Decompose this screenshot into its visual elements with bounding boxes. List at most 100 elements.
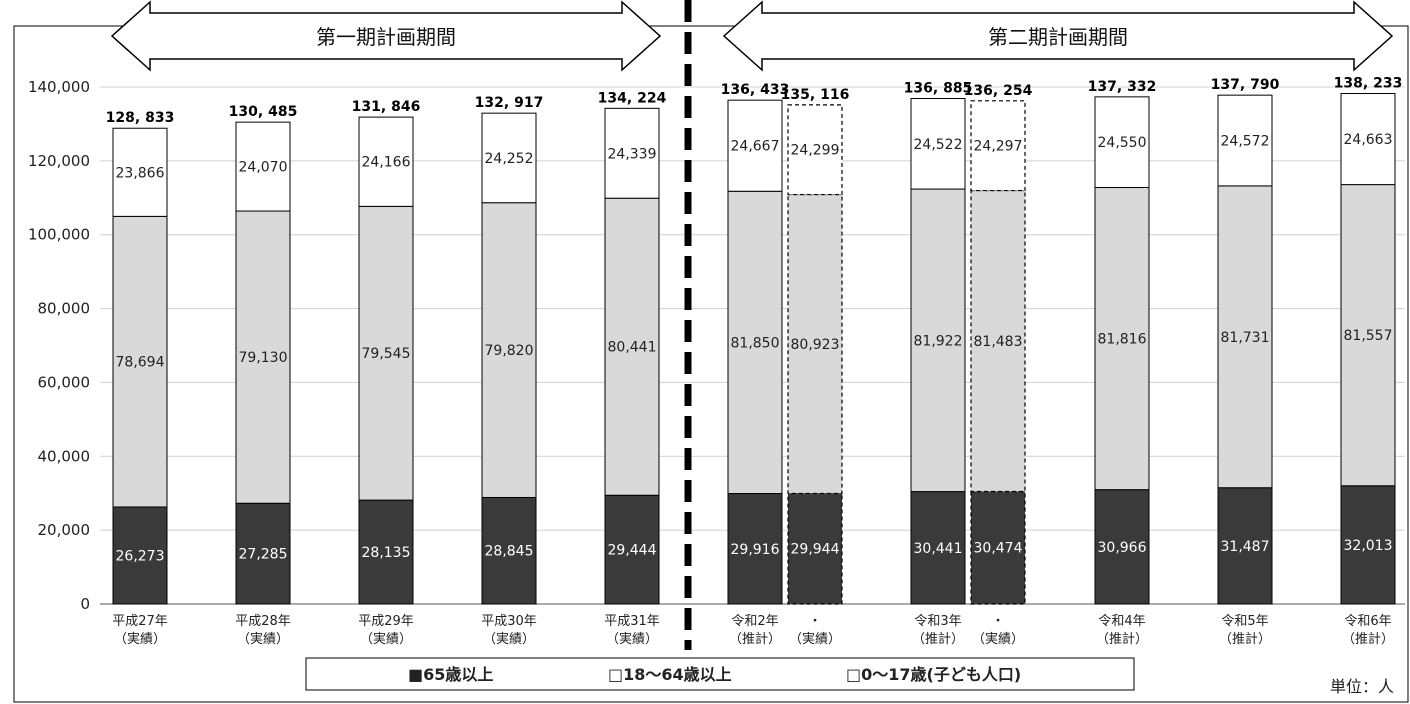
segment-0-17 — [235, 121, 291, 212]
segment-label-65plus: 26,273 — [116, 548, 165, 564]
segment-label-65plus: 28,845 — [485, 544, 534, 560]
y-axis: 0 20,000 40,000 60,000 80,000 100,000 120,000 1… — [28, 78, 90, 613]
bar-group: 29,444 80,441 24,339 134, 224 — [598, 90, 667, 605]
legend-box — [305, 657, 1135, 691]
bar-group: 29,944 80,923 24,299 135, 116 — [781, 87, 850, 605]
period-2-label: 第二期計画期間 — [988, 25, 1128, 49]
category-label-line2: （推計） — [1219, 631, 1271, 647]
y-tick-label: 100,000 — [28, 226, 90, 244]
segment-label-65plus: 29,944 — [791, 542, 840, 558]
period-1-label: 第一期計画期間 — [316, 25, 456, 49]
segment-18-64 — [1217, 185, 1273, 489]
total-label: 136, 433 — [721, 82, 790, 98]
segment-label-18-64: 81,483 — [974, 334, 1023, 350]
bar-group: 28,845 79,820 24,252 132, 917 — [475, 95, 543, 605]
y-tick-label: 40,000 — [38, 447, 91, 465]
segment-65plus — [481, 496, 537, 605]
y-tick-label: 120,000 — [28, 152, 90, 170]
segment-label-18-64: 81,816 — [1098, 332, 1147, 348]
segment-18-64 — [787, 193, 843, 495]
category-label-line2: （実績） — [114, 631, 166, 647]
segment-label-0-17: 24,166 — [362, 155, 411, 171]
total-label: 137, 790 — [1211, 77, 1280, 93]
bar-group: 29,916 81,850 24,667 136, 433 — [721, 82, 790, 605]
segment-65plus — [1217, 487, 1273, 605]
bar-group: 30,474 81,483 24,297 136, 254 — [964, 83, 1033, 605]
total-label: 136, 254 — [964, 83, 1033, 99]
segment-label-0-17: 24,667 — [731, 139, 780, 155]
segment-label-18-64: 81,557 — [1344, 328, 1393, 344]
segment-65plus — [787, 492, 843, 605]
segment-label-18-64: 80,923 — [791, 337, 840, 353]
category-label-line2: （実績） — [360, 631, 412, 647]
total-label: 138, 233 — [1334, 76, 1403, 92]
segment-65plus — [604, 494, 660, 605]
segment-18-64 — [970, 189, 1026, 493]
category-label-line2: （実績） — [237, 631, 289, 647]
legend-entry-65plus: ■65歳以上 — [408, 665, 493, 684]
segment-label-0-17: 24,070 — [239, 160, 288, 176]
category-label-line2: （推計） — [1096, 631, 1148, 647]
segment-65plus — [235, 502, 291, 605]
category-label-line1: ・ — [991, 614, 1004, 629]
category-label-line1: 平成29年 — [358, 614, 414, 629]
y-tick-label: 80,000 — [38, 300, 91, 318]
segment-label-65plus: 30,474 — [974, 541, 1023, 557]
period-arrow-2: 第二期計画期間 — [722, 0, 1394, 72]
y-tick-label: 20,000 — [38, 521, 91, 539]
segment-label-18-64: 81,731 — [1221, 330, 1270, 346]
category-label-line2: （実績） — [972, 631, 1024, 647]
segment-0-17 — [1094, 96, 1150, 189]
segment-label-0-17: 24,339 — [608, 146, 657, 162]
segment-0-17 — [727, 99, 783, 192]
segment-0-17 — [1217, 94, 1273, 187]
segment-label-18-64: 79,545 — [362, 346, 411, 362]
category-label-line1: 平成27年 — [112, 614, 168, 629]
bar-group: 30,441 81,922 24,522 136, 885 — [904, 81, 973, 605]
total-label: 135, 116 — [781, 87, 850, 103]
segment-label-18-64: 81,922 — [914, 333, 963, 349]
segment-label-18-64: 81,850 — [731, 335, 780, 351]
category-label-line1: 令和4年 — [1098, 614, 1145, 629]
total-label: 134, 224 — [598, 90, 667, 106]
segment-0-17 — [910, 98, 966, 190]
segment-0-17 — [787, 104, 843, 196]
category-label-line1: 令和5年 — [1221, 614, 1268, 629]
segment-label-0-17: 24,522 — [914, 137, 963, 153]
category-label-line1: 平成28年 — [235, 614, 291, 629]
segment-label-65plus: 28,135 — [362, 545, 411, 561]
segment-0-17 — [1340, 93, 1396, 186]
segment-65plus — [112, 506, 168, 605]
segment-label-18-64: 78,694 — [116, 355, 165, 371]
category-label-line1: 令和2年 — [731, 614, 778, 629]
total-label: 136, 885 — [904, 81, 973, 97]
category-label-line1: 平成30年 — [481, 614, 537, 629]
y-tick-label: 60,000 — [38, 373, 91, 391]
category-label-line1: ・ — [808, 614, 821, 629]
total-label: 131, 846 — [352, 99, 421, 115]
segment-65plus — [1094, 489, 1150, 605]
segment-label-65plus: 29,916 — [731, 542, 780, 558]
bar-group: 30,966 81,816 24,550 137, 332 — [1088, 79, 1156, 605]
total-label: 128, 833 — [106, 110, 175, 126]
segment-label-0-17: 24,297 — [974, 139, 1023, 155]
unit-label: 単位：人 — [1330, 677, 1394, 696]
category-label-line2: （実績） — [483, 631, 535, 647]
period-arrow-1: 第一期計画期間 — [110, 0, 662, 72]
segment-label-0-17: 24,299 — [791, 143, 840, 159]
category-label-line1: 令和3年 — [914, 614, 961, 629]
segment-18-64 — [481, 202, 537, 498]
segment-label-65plus: 30,441 — [914, 541, 963, 557]
segment-0-17 — [112, 127, 168, 217]
segment-0-17 — [481, 112, 537, 204]
category-label-line2: （実績） — [606, 631, 658, 647]
bar-group: 27,285 79,130 24,070 130, 485 — [229, 104, 297, 605]
segment-label-65plus: 31,487 — [1221, 539, 1270, 555]
segment-label-0-17: 24,550 — [1098, 135, 1147, 151]
segment-label-0-17: 24,663 — [1344, 132, 1393, 148]
segment-18-64 — [910, 188, 966, 493]
segment-0-17 — [358, 116, 414, 207]
category-axis: 平成27年 （実績） 平成28年 （実績） 平成29年 （実績） 平成30年 （実績） 平成31… — [112, 614, 1394, 647]
segment-18-64 — [1094, 187, 1150, 491]
legend-entry-18-64: □18～64歳以上 — [608, 665, 732, 684]
